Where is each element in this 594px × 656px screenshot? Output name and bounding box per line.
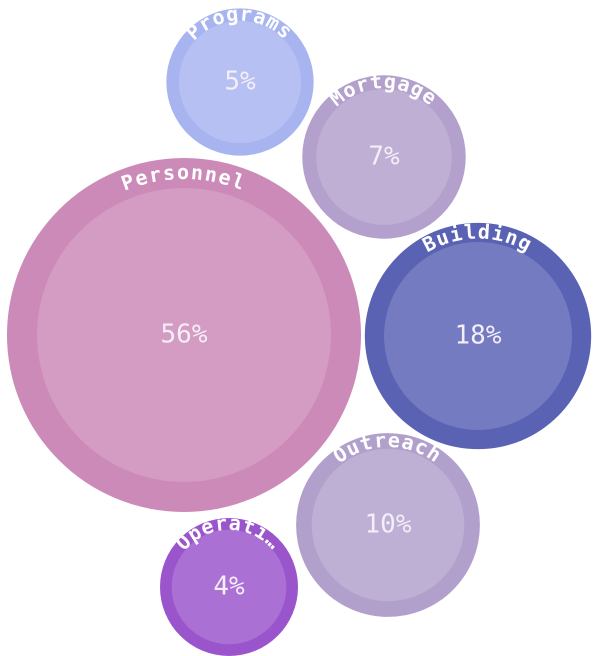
bubble [6,157,362,513]
bubble-inner [384,242,572,430]
value-label: 5% [224,67,256,97]
bubble [302,75,466,239]
value-label: 4% [213,572,245,602]
value-label: 7% [368,142,400,172]
bubble-inner [316,89,452,225]
bubble [160,518,298,656]
bubble-inner [311,448,465,602]
value-label: 18% [455,321,502,351]
bubble [166,8,314,156]
bubble [296,433,480,617]
value-label: 10% [365,510,412,540]
bubble-inner [178,20,302,144]
bubble-inner [171,529,287,645]
value-label: 56% [161,320,208,350]
bubble-inner [37,188,331,482]
bubble [364,222,592,450]
